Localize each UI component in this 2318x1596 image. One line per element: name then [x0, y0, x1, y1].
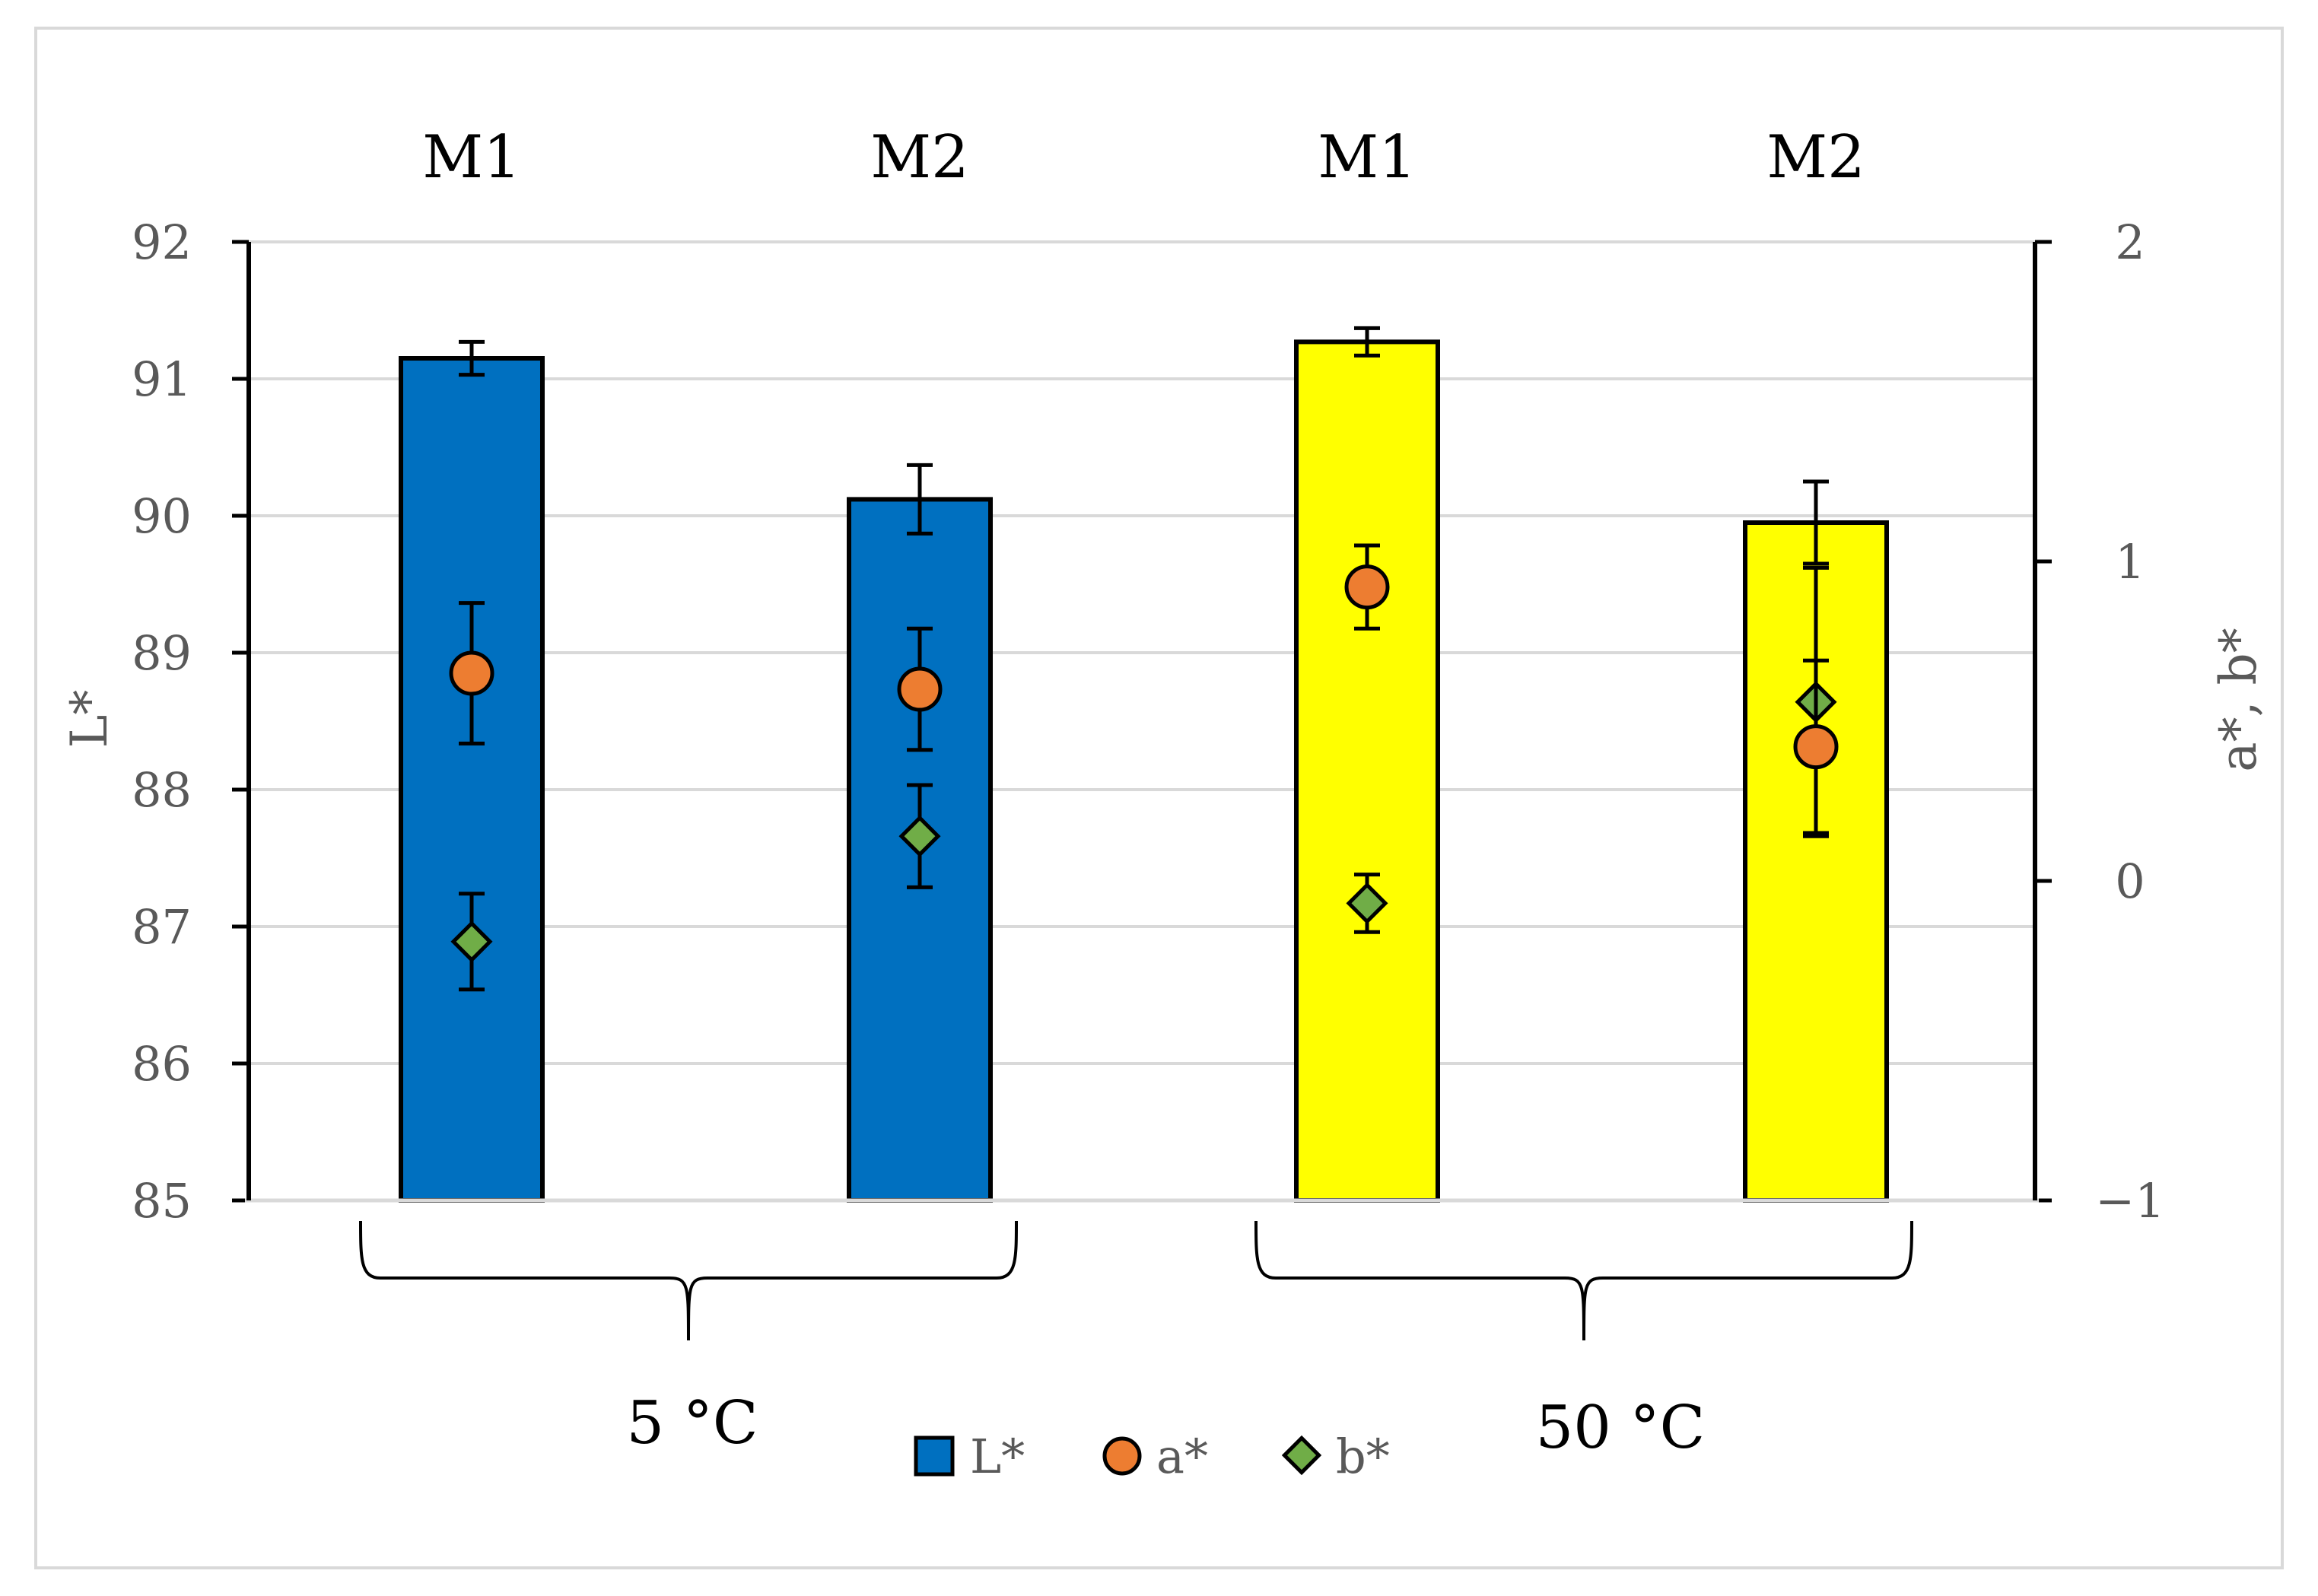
group-label-50c: 50 °C — [1536, 1394, 1706, 1462]
y-right-tick-label: 1 — [2115, 534, 2145, 590]
legend-swatch-l — [914, 1435, 955, 1477]
y-right-tick-label: −1 — [2095, 1173, 2164, 1229]
y-left-tick-label: 85 — [132, 1173, 192, 1229]
y-axis-right-title: a*, b* — [2209, 628, 2268, 772]
bar-l-star — [1294, 339, 1440, 1203]
point-b-star — [450, 920, 493, 963]
y-left-tick-label: 89 — [132, 625, 192, 681]
point-a-star — [1793, 724, 1839, 770]
point-b-star — [1346, 882, 1388, 924]
y-left-tick-label: 90 — [132, 488, 192, 544]
legend-swatch-a — [1102, 1436, 1142, 1476]
legend-label-a: a* — [1156, 1429, 1208, 1484]
y-axis-left-title: L* — [60, 690, 119, 749]
axes: 85 86 87 88 89 90 91 92 −1 0 1 2 — [132, 215, 2165, 1229]
category-label: M2 — [870, 123, 969, 192]
point-a-star — [449, 650, 494, 696]
chart-frame — [34, 27, 2284, 1569]
point-b-star — [898, 815, 941, 857]
y-right-tick-label: 0 — [2115, 854, 2145, 909]
category-label: M1 — [1318, 123, 1417, 192]
y-right-tick-label: 2 — [2115, 215, 2145, 270]
legend-label-b: b* — [1336, 1429, 1390, 1484]
y-left-tick-label: 86 — [132, 1036, 192, 1092]
legend: L* a* b* — [914, 1429, 1390, 1484]
y-left-tick-label: 91 — [132, 351, 192, 407]
point-a-star — [897, 666, 943, 712]
bar-l-star — [399, 356, 545, 1203]
y-left-tick-label: 87 — [132, 899, 192, 955]
brace-50c — [1254, 1220, 1913, 1341]
legend-label-l: L* — [970, 1429, 1025, 1484]
brace-5c — [359, 1220, 1018, 1341]
point-a-star — [1344, 564, 1390, 610]
category-label: M1 — [422, 123, 521, 192]
markers — [449, 326, 1839, 992]
y-left-tick-label: 88 — [132, 762, 192, 818]
y-left-tick-label: 92 — [132, 215, 192, 270]
category-label: M2 — [1766, 123, 1865, 192]
legend-swatch-b — [1281, 1435, 1322, 1476]
group-label-5c: 5 °C — [626, 1389, 758, 1458]
gridlines — [249, 240, 2035, 1065]
